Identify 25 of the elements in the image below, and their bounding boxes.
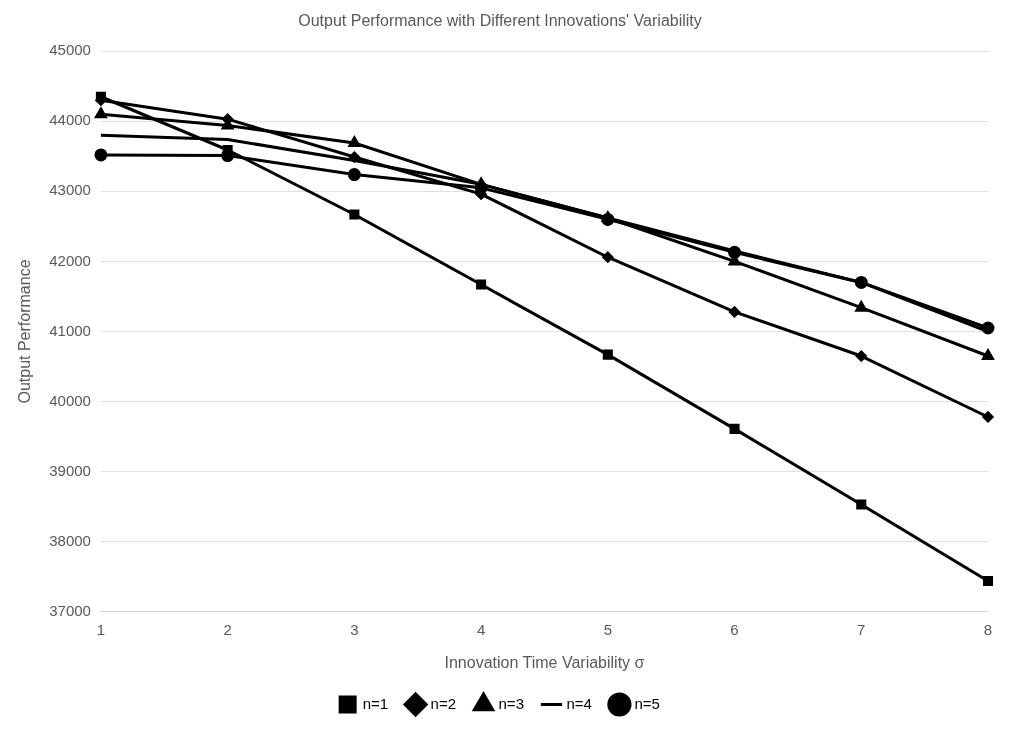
x-axis-title: Innovation Time Variability σ — [444, 653, 645, 671]
x-tick-label: 7 — [857, 620, 866, 638]
legend-label: n=5 — [634, 694, 660, 712]
x-tick-label: 2 — [223, 620, 232, 638]
legend-label: n=3 — [498, 694, 524, 712]
legend-label: n=2 — [430, 694, 457, 712]
x-tick-label: 5 — [603, 620, 612, 638]
x-tick-label: 8 — [983, 620, 993, 638]
x-tick-label: 4 — [476, 620, 486, 638]
legend-label: n=1 — [362, 694, 389, 712]
x-tick-label: 1 — [96, 620, 106, 638]
y-tick-label: 42000 — [49, 251, 91, 269]
y-axis-title: Output Performance — [16, 259, 34, 404]
y-tick-label: 41000 — [49, 321, 91, 339]
x-tick-label: 3 — [350, 620, 359, 638]
y-tick-label: 44000 — [49, 111, 91, 129]
x-tick-label: 6 — [730, 620, 739, 638]
y-tick-label: 40000 — [49, 391, 91, 409]
y-tick-label: 39000 — [49, 461, 91, 479]
legend-label: n=4 — [566, 694, 592, 712]
chart-title: Output Performance with Different Innovations' Variability — [298, 12, 702, 30]
y-tick-label: 45000 — [49, 41, 91, 59]
y-tick-label: 38000 — [49, 531, 91, 549]
y-tick-label: 37000 — [49, 601, 91, 619]
y-tick-label: 43000 — [49, 181, 91, 199]
